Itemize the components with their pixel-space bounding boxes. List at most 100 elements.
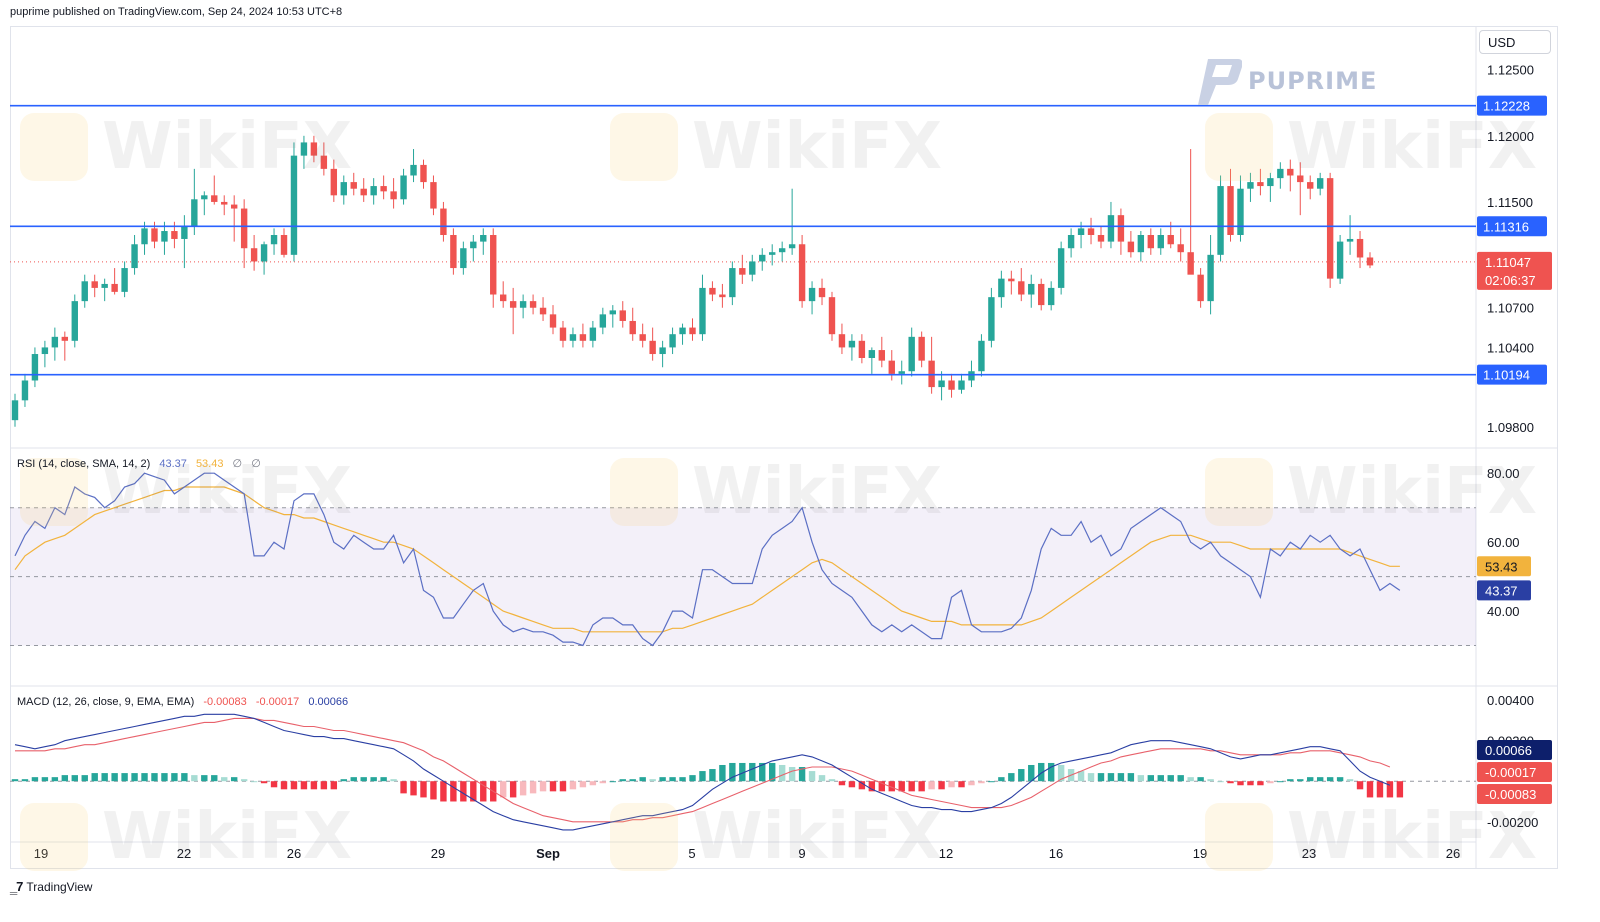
tradingview-footer-logo[interactable]: ‗7 TradingView [10, 879, 92, 894]
candle-body [390, 191, 397, 200]
candle-body [559, 327, 567, 341]
candle-body [11, 400, 19, 421]
macd-histogram-bar [549, 781, 557, 792]
macd-histogram-bar [729, 762, 736, 782]
macd-line [14, 713, 1391, 831]
macd-histogram-bar [151, 773, 158, 782]
candle-body [260, 244, 268, 262]
candle-body [619, 310, 626, 321]
macd-histogram-bar [1057, 764, 1065, 782]
macd-histogram-bar [270, 781, 278, 788]
candle-body [1366, 257, 1374, 266]
macd-histogram-bar [230, 777, 238, 782]
macd-histogram-bar [539, 781, 547, 792]
macd-histogram-bar [1077, 771, 1085, 782]
rsi-tick-label: 80.00 [1487, 466, 1520, 481]
rsi-band-fill [10, 507, 1476, 646]
macd-histogram-bar [111, 773, 118, 782]
macd-histogram-bar [918, 781, 925, 792]
candle-body [1057, 248, 1065, 288]
candle-body [211, 195, 218, 202]
time-tick-label: 26 [287, 846, 301, 861]
candle-body [649, 340, 656, 355]
candle-body [230, 204, 238, 209]
macd-histogram-bar [1047, 762, 1055, 782]
macd-histogram-bar [858, 781, 866, 790]
macd-histogram-bar [808, 771, 816, 782]
time-tick-label: 12 [939, 846, 953, 861]
macd-histogram-bar [1247, 781, 1254, 786]
macd-signal-badge [1477, 740, 1552, 760]
candle-body [151, 228, 158, 242]
macd-histogram-bar [1038, 762, 1045, 782]
macd-histogram-bar [211, 775, 218, 782]
macd-histogram-bar [1157, 775, 1164, 782]
macd-legend[interactable]: MACD (12, 26, close, 9, EMA, EMA) -0.000… [17, 696, 354, 708]
rsi-legend[interactable]: RSI (14, close, SMA, 14, 2) 43.37 53.43 … [17, 457, 267, 470]
candle-body [948, 380, 955, 390]
candle-body [739, 268, 746, 275]
candle-body [878, 350, 886, 361]
macd-histogram-bar [1267, 781, 1274, 784]
candle-body [509, 301, 517, 308]
last-price-badge [1477, 251, 1552, 290]
macd-histogram-bar [320, 781, 328, 790]
macd-histogram-bar [719, 764, 726, 782]
macd-histogram-bar [619, 779, 626, 782]
candle-body [848, 340, 856, 348]
macd-histogram-bar [450, 781, 457, 802]
macd-histogram-bar [1197, 777, 1204, 782]
currency-selector[interactable]: USD [1479, 30, 1551, 54]
macd-histogram-bar [739, 762, 746, 782]
candle-body [988, 297, 995, 341]
candle-body [798, 244, 806, 302]
candle-body [280, 235, 288, 255]
time-tick-label: 19 [1193, 846, 1207, 861]
candle-body [1067, 235, 1075, 249]
macd-histogram-bar [1366, 781, 1374, 798]
rsi-badge [1477, 580, 1531, 601]
candle-body [330, 168, 338, 196]
candle-body [450, 235, 457, 269]
macd-legend-title: MACD (12, 26, close, 9, EMA, EMA) [17, 696, 195, 708]
macd-histogram-bar [1207, 779, 1214, 782]
candle-body [1157, 235, 1164, 249]
candle-body [729, 268, 736, 298]
macd-histogram-bar [1127, 773, 1135, 782]
candle-body [778, 248, 786, 253]
macd-histogram-bar [41, 777, 49, 782]
candle-body [141, 228, 148, 245]
macd-histogram-bar [340, 779, 347, 782]
candle-body [21, 380, 29, 401]
candle-body [1207, 254, 1214, 302]
macd-histogram-bar [440, 781, 447, 802]
candle-body [569, 334, 577, 341]
level-price-badge [1477, 95, 1547, 116]
rsi-ma-badge [1477, 556, 1531, 577]
macd-histogram-bar [928, 781, 935, 790]
macd-histogram-bar [509, 781, 517, 798]
candle-body [769, 252, 776, 255]
macd-histogram-bar [679, 777, 686, 782]
candle-body [320, 155, 328, 169]
candle-body [749, 261, 756, 275]
candle-body [31, 354, 39, 381]
candle-body [679, 327, 686, 335]
macd-histogram-bar [1117, 773, 1125, 782]
time-tick-label: 29 [431, 846, 445, 861]
rsi-legend-title: RSI (14, close, SMA, 14, 2) [17, 458, 151, 470]
macd-histogram-bar [11, 779, 19, 782]
candle-body [370, 186, 377, 196]
macd-histogram-bar [141, 773, 148, 782]
macd-histogram-bar [161, 773, 168, 782]
macd-histogram-bar [1097, 773, 1105, 782]
macd-histogram-bar [250, 781, 258, 783]
macd-histogram-bar [938, 781, 945, 790]
candle-body [918, 336, 925, 361]
macd-histogram-bar [988, 781, 995, 783]
candle-body [420, 164, 427, 183]
macd-hist-badge [1477, 784, 1552, 804]
macd-histogram-bar [1277, 781, 1284, 783]
macd-histogram-bar [778, 764, 786, 782]
